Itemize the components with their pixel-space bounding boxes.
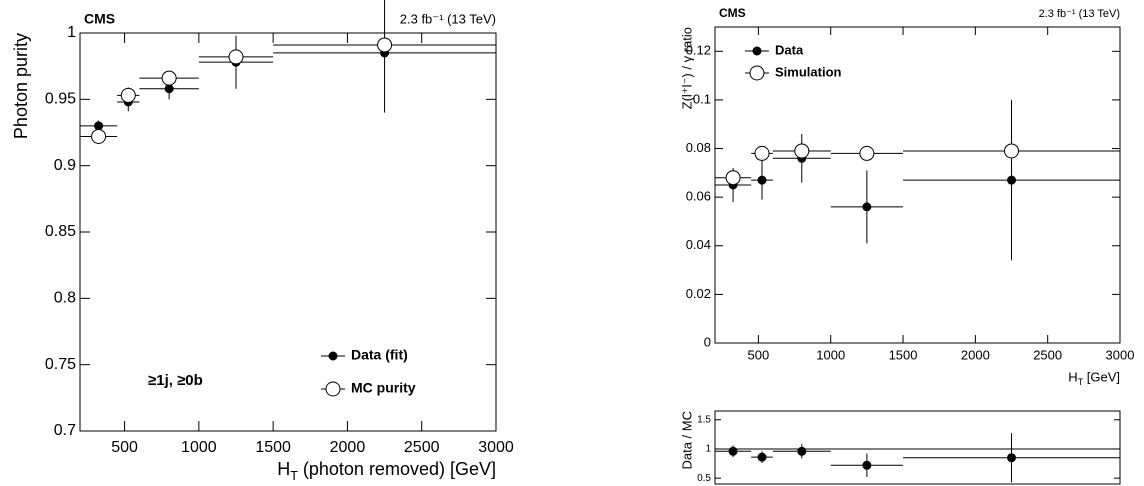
- plot-frame: [714, 410, 1121, 485]
- x-tick-label: 500: [111, 439, 138, 456]
- data-point: [757, 452, 767, 462]
- data-point: [862, 202, 872, 212]
- data-point: [862, 460, 872, 470]
- y-tick-label: 0.9: [54, 157, 76, 174]
- x-tick-label: 2000: [961, 347, 990, 362]
- y-tick-label: 0.12: [686, 43, 711, 58]
- chart-title: CMS: [719, 6, 746, 20]
- data-point: [1004, 143, 1020, 159]
- y-tick-label: 0.06: [686, 189, 711, 204]
- legend-marker: [752, 46, 762, 56]
- legend-label: Data (fit): [351, 347, 408, 363]
- y-tick-label: 0.08: [686, 140, 711, 155]
- data-point: [377, 37, 393, 53]
- chart-title: CMS: [84, 11, 115, 27]
- data-point: [1007, 453, 1017, 463]
- y-tick-label: 0.85: [45, 223, 76, 240]
- y-tick-label: 0.02: [686, 286, 711, 301]
- x-tick-label: 1000: [181, 439, 217, 456]
- data-point: [228, 49, 244, 65]
- y-axis-label: Photon purity: [11, 33, 31, 139]
- data-point: [120, 87, 136, 103]
- y-tick-label: 0.7: [54, 422, 76, 439]
- x-tick-label: 3000: [478, 439, 514, 456]
- chart-subtitle: 2.3 fb⁻¹ (13 TeV): [1039, 8, 1120, 20]
- x-tick-label: 1000: [816, 347, 845, 362]
- data-point: [794, 143, 810, 159]
- x-tick-label: 500: [748, 347, 770, 362]
- x-axis-label: HT [GeV]: [1068, 369, 1120, 387]
- y-tick-label: 0: [704, 334, 711, 349]
- y-tick-label: 1: [67, 24, 76, 41]
- x-axis-label: HT (photon removed) [GeV]: [277, 459, 496, 484]
- y-tick-label: 0.04: [686, 237, 711, 252]
- y-tick-label: 0.75: [45, 356, 76, 373]
- data-point: [725, 170, 741, 186]
- data-point: [797, 446, 807, 456]
- legend-marker: [328, 351, 338, 361]
- legend-marker: [749, 65, 765, 81]
- x-tick-label: 2500: [1033, 347, 1062, 362]
- y-tick-label: 0.5: [697, 473, 711, 484]
- y-axis-label: Data / MC: [679, 411, 694, 470]
- x-tick-label: 2500: [404, 439, 440, 456]
- x-tick-label: 1500: [255, 439, 291, 456]
- legend-label: Simulation: [775, 64, 842, 79]
- data-point: [164, 84, 174, 94]
- data-point: [728, 446, 738, 456]
- legend-marker: [325, 381, 341, 397]
- y-tick-label: 1.5: [697, 414, 711, 425]
- y-tick-label: 0.95: [45, 91, 76, 108]
- y-axis-label: Z(l⁺l⁻) / γ ratio: [679, 27, 694, 109]
- x-tick-label: 2000: [330, 439, 366, 456]
- y-tick-label: 0.1: [693, 91, 711, 106]
- data-point: [91, 128, 107, 144]
- data-point: [94, 121, 104, 131]
- chart-subtitle: 2.3 fb⁻¹ (13 TeV): [400, 11, 496, 26]
- data-point: [161, 70, 177, 86]
- data-point: [757, 175, 767, 185]
- x-tick-label: 1500: [889, 347, 918, 362]
- plot-frame: [79, 32, 497, 432]
- data-point: [859, 145, 875, 161]
- x-tick-label: 3000: [1106, 347, 1135, 362]
- data-point: [754, 145, 770, 161]
- y-tick-label: 1: [705, 444, 711, 455]
- y-tick-label: 0.8: [54, 290, 76, 307]
- annotation: ≥1j, ≥0b: [148, 372, 203, 389]
- legend-label: MC purity: [351, 380, 416, 396]
- legend-label: Data: [775, 42, 804, 57]
